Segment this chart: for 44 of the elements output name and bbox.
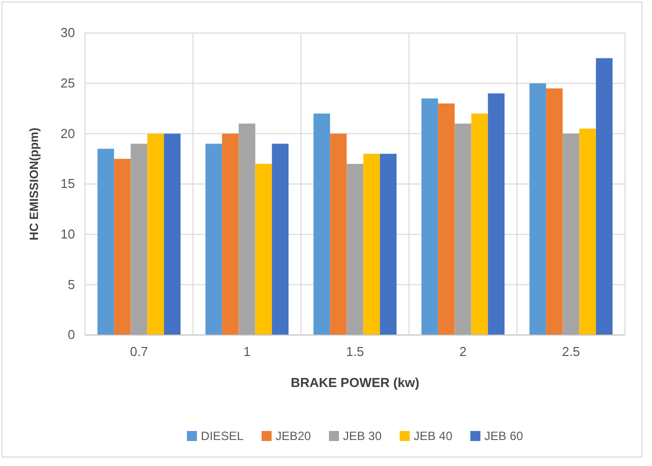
legend-label: JEB 60 [484, 429, 524, 443]
legend-label: JEB 30 [342, 429, 382, 443]
bar [97, 148, 114, 335]
bar [255, 164, 272, 335]
x-tick-label: 1 [243, 344, 251, 360]
bar [579, 128, 596, 335]
y-tick-label: 5 [68, 276, 75, 292]
bar [380, 154, 397, 335]
bar [454, 124, 472, 335]
x-axis-title: BRAKE POWER (kw) [290, 375, 420, 390]
bar [488, 93, 505, 335]
y-tick-label: 0 [68, 327, 75, 342]
legend-label: JEB 40 [414, 429, 453, 443]
x-tick-label: 0.7 [130, 344, 148, 360]
legend-label: JEB20 [276, 429, 312, 443]
legend-label: DIESEL [200, 429, 244, 443]
bar [238, 124, 256, 335]
bar [471, 114, 488, 335]
bar [114, 158, 131, 335]
bar [438, 103, 455, 335]
bar [147, 134, 164, 335]
bar [313, 114, 330, 335]
bar [164, 134, 181, 335]
y-tick-label: 10 [60, 226, 75, 242]
bar [363, 154, 380, 335]
x-tick-label: 1.5 [346, 344, 364, 360]
bar [546, 88, 563, 335]
bar [330, 134, 347, 335]
bar [346, 164, 364, 335]
bar [596, 58, 613, 335]
bar [222, 134, 239, 335]
y-tick-label: 30 [60, 25, 75, 40]
y-tick-label: 25 [60, 75, 75, 90]
bar [130, 144, 148, 335]
x-tick-label: 2 [459, 344, 467, 360]
y-tick-label: 20 [60, 126, 75, 141]
bar [529, 83, 546, 335]
bar [562, 134, 580, 335]
bar [272, 144, 289, 335]
y-axis-title: HC EMISSION(ppm) [27, 128, 41, 240]
bar [421, 98, 438, 335]
x-tick-label: 2.5 [562, 344, 580, 360]
y-tick-label: 15 [60, 176, 75, 192]
bar [205, 144, 222, 335]
